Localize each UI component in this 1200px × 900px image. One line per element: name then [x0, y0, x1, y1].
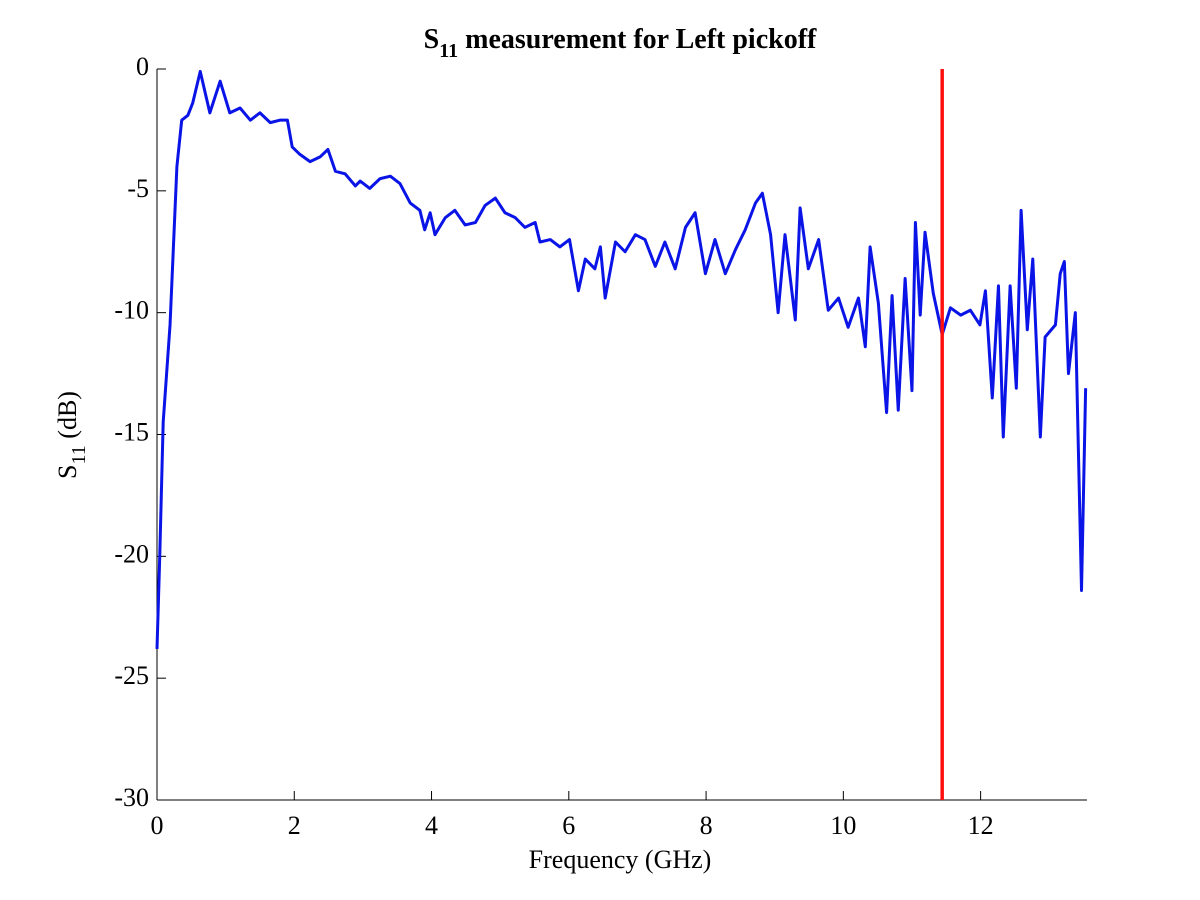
- y-tick-label: -30: [114, 783, 149, 812]
- ylabel-subscript: 11: [68, 445, 90, 464]
- y-tick-label: 0: [136, 52, 149, 81]
- ylabel-base: S: [53, 464, 82, 478]
- y-axis-label: S11 (dB): [53, 391, 90, 479]
- data-line: [155, 69, 1088, 649]
- x-tick-label: 6: [562, 811, 575, 840]
- x-tick-label: 0: [151, 811, 164, 840]
- x-tick-label: 2: [288, 811, 301, 840]
- x-tick-label: 12: [968, 811, 994, 840]
- y-tick-label: -5: [127, 174, 149, 203]
- y-tick-label: -20: [114, 539, 149, 568]
- x-tick-label: 8: [700, 811, 713, 840]
- y-tick-label: -25: [114, 661, 149, 690]
- x-tick-label: 10: [830, 811, 856, 840]
- ylabel-rest: (dB): [53, 391, 82, 445]
- x-axis-label: Frequency (GHz): [529, 845, 712, 874]
- title-rest: measurement for Left pickoff: [458, 24, 817, 55]
- x-tick-label: 4: [425, 811, 438, 840]
- title-base: S: [424, 24, 440, 55]
- y-tick-label: -10: [114, 296, 149, 325]
- chart-title: S11 measurement for Left pickoff: [424, 24, 817, 61]
- title-subscript: 11: [439, 40, 458, 62]
- y-tick-label: -15: [114, 417, 149, 446]
